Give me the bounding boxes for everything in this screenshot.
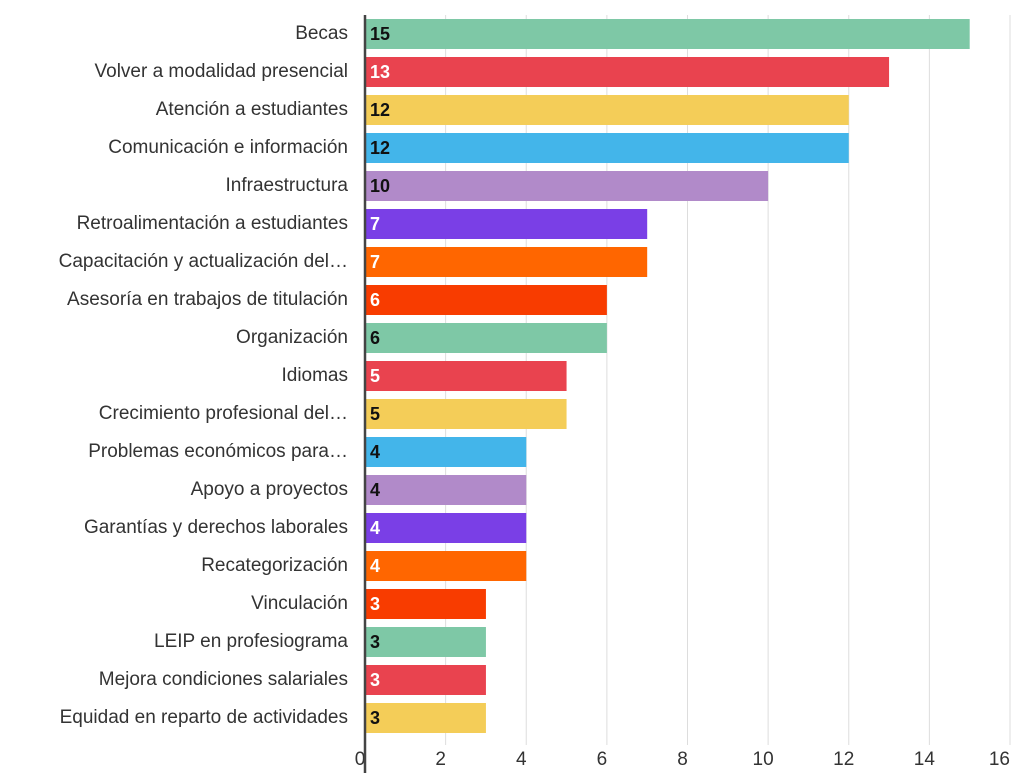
value-label: 7: [370, 214, 380, 234]
value-label: 12: [370, 100, 390, 120]
value-label: 10: [370, 176, 390, 196]
value-label: 4: [370, 518, 380, 538]
y-tick-label: Mejora condiciones salariales: [99, 669, 348, 690]
y-tick-label: Comunicación e información: [108, 137, 348, 158]
x-tick-label: 6: [597, 749, 608, 770]
y-tick-label: LEIP en profesiograma: [154, 631, 348, 652]
y-tick-label: Atención a estudiantes: [156, 99, 348, 120]
x-tick-label: 2: [435, 749, 446, 770]
bar: [365, 19, 970, 49]
y-tick-label: Capacitación y actualización del…: [59, 251, 348, 272]
bar: [365, 95, 849, 125]
y-tick-label: Volver a modalidad presencial: [95, 61, 349, 82]
bar: [365, 513, 527, 543]
bar: [365, 399, 567, 429]
bar: [365, 361, 567, 391]
x-tick-label: 16: [989, 749, 1010, 770]
bar: [365, 703, 486, 733]
value-label: 5: [370, 366, 380, 386]
value-label: 7: [370, 252, 380, 272]
y-tick-label: Infraestructura: [226, 175, 349, 196]
bar: [365, 589, 486, 619]
bar: [365, 133, 849, 163]
y-tick-label: Equidad en reparto de actividades: [60, 707, 348, 728]
y-tick-label: Apoyo a proyectos: [191, 479, 348, 500]
y-tick-label: Idiomas: [281, 365, 348, 386]
y-tick-label: Becas: [295, 23, 348, 44]
bar: [365, 171, 769, 201]
value-label: 5: [370, 404, 380, 424]
value-label: 3: [370, 670, 380, 690]
x-tick-label: 8: [677, 749, 688, 770]
value-label: 6: [370, 290, 380, 310]
x-tick-label: 14: [914, 749, 936, 770]
value-label: 3: [370, 632, 380, 652]
y-tick-label: Problemas económicos para…: [88, 441, 348, 462]
value-label: 4: [370, 556, 380, 576]
value-label: 6: [370, 328, 380, 348]
value-label: 12: [370, 138, 390, 158]
bar: [365, 323, 607, 353]
bar: [365, 209, 648, 239]
y-tick-label: Vinculación: [251, 593, 348, 614]
y-tick-label: Recategorización: [201, 555, 348, 576]
value-label: 4: [370, 480, 380, 500]
bar: [365, 475, 527, 505]
y-tick-label: Retroalimentación a estudiantes: [77, 213, 348, 234]
bar: [365, 285, 607, 315]
y-tick-label: Garantías y derechos laborales: [84, 517, 348, 538]
value-label: 3: [370, 708, 380, 728]
x-tick-label: 4: [516, 749, 527, 770]
bar: [365, 57, 890, 87]
x-tick-label: 10: [753, 749, 774, 770]
y-tick-label: Crecimiento profesional del…: [99, 403, 348, 424]
bar: [365, 437, 527, 467]
bar: [365, 665, 486, 695]
bar: [365, 247, 648, 277]
x-tick-label: 12: [833, 749, 854, 770]
y-tick-label: Asesoría en trabajos de titulación: [67, 289, 348, 310]
x-tick-label: 0: [355, 749, 366, 770]
value-label: 15: [370, 24, 390, 44]
bar: [365, 627, 486, 657]
value-label: 3: [370, 594, 380, 614]
value-label: 4: [370, 442, 380, 462]
y-tick-label: Organización: [236, 327, 348, 348]
value-label: 13: [370, 62, 390, 82]
bar: [365, 551, 527, 581]
